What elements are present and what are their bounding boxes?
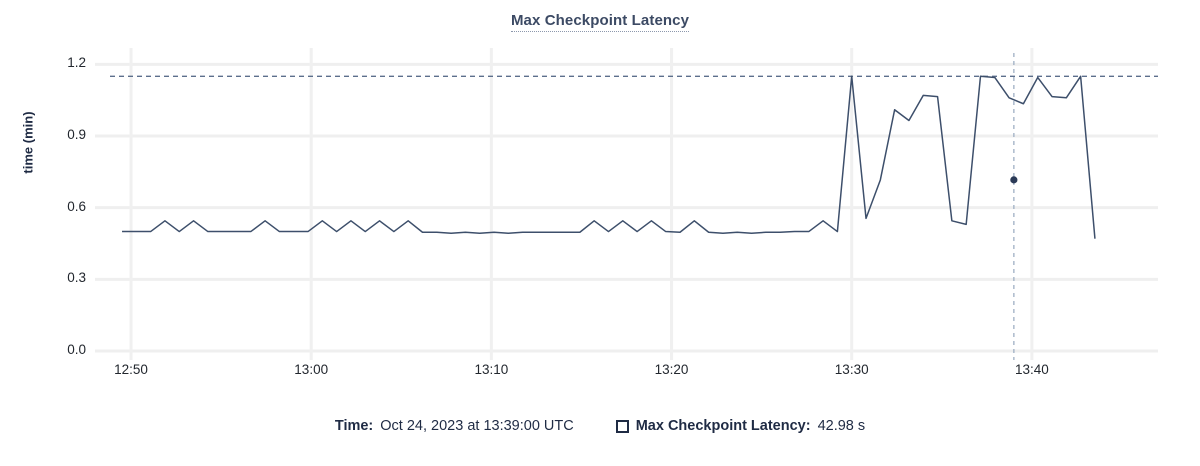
series-line[interactable]: [122, 75, 1096, 239]
footer-time-value: Oct 24, 2023 at 13:39:00 UTC: [380, 418, 574, 434]
x-tick-label-2: 13:10: [474, 362, 509, 377]
y-tick-label-1: 0.3: [67, 270, 86, 286]
y-tick-label-4: 1.2: [67, 55, 86, 71]
chart-footer: Time: Oct 24, 2023 at 13:39:00 UTC Max C…: [0, 418, 1200, 434]
x-tick-label-1: 13:00: [294, 362, 329, 377]
chart-title-text: Max Checkpoint Latency: [510, 12, 690, 32]
plot-svg[interactable]: [0, 0, 1200, 400]
x-tick-label-4: 13:30: [834, 362, 869, 377]
legend-series-value: 42.98 s: [817, 418, 866, 434]
y-tick-label-2: 0.6: [67, 198, 86, 214]
x-tick-label-5: 13:40: [1014, 362, 1049, 377]
x-tick-label-3: 13:20: [654, 362, 689, 377]
hover-marker: [1010, 176, 1018, 184]
y-axis-label: time (min): [20, 111, 36, 174]
legend-checkbox-icon[interactable]: [615, 419, 629, 433]
legend-series-label: Max Checkpoint Latency:: [635, 418, 811, 434]
chart-title: Max Checkpoint Latency: [0, 12, 1200, 32]
y-tick-label-3: 0.9: [67, 127, 86, 142]
x-tick-label-0: 12:50: [114, 362, 148, 377]
series-polyline-max-checkpoint-latency[interactable]: [122, 75, 1096, 239]
gridlines: [95, 48, 1158, 360]
plot-area: time (min) 0.0 0.3 0.6 0.9 1.2 12:50 13:00 13:…: [0, 0, 1200, 400]
y-tick-label-0: 0.0: [67, 342, 86, 357]
hover-marker-dot: [1010, 176, 1018, 184]
footer-time-label: Time:: [334, 418, 374, 434]
legend-item-max-checkpoint-latency[interactable]: Max Checkpoint Latency: 42.98 s: [615, 418, 866, 434]
footer-time: Time: Oct 24, 2023 at 13:39:00 UTC: [335, 418, 574, 434]
